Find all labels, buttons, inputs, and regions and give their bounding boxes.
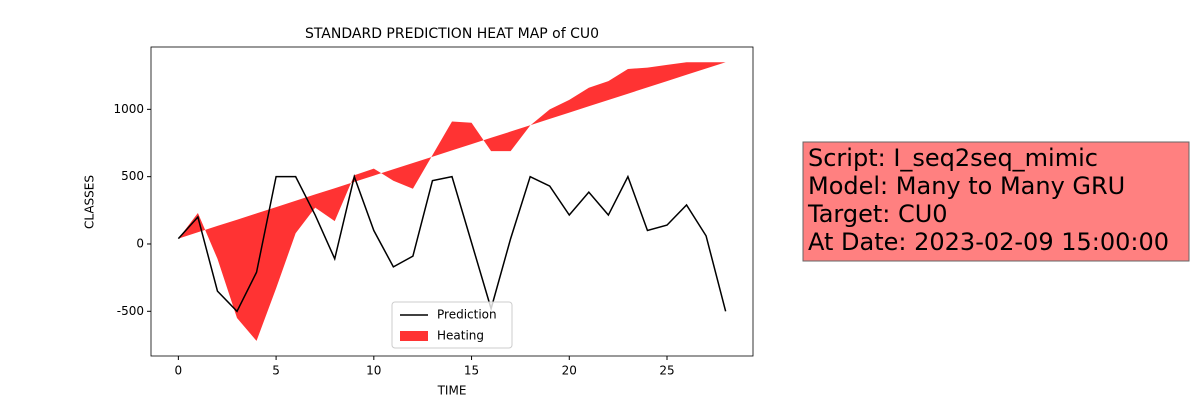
y-tick-label: 1000 bbox=[113, 102, 144, 116]
area bbox=[178, 62, 726, 341]
legend-swatch bbox=[400, 331, 428, 341]
chart-title: STANDARD PREDICTION HEAT MAP of CU0 bbox=[305, 26, 599, 42]
annotation-box bbox=[802, 141, 1190, 262]
plot-frame bbox=[150, 46, 754, 357]
x-tick-label: 20 bbox=[562, 364, 577, 378]
x-tick-label: 5 bbox=[272, 364, 280, 378]
x-tick-label: 10 bbox=[366, 364, 381, 378]
x-tick-label: 15 bbox=[464, 364, 479, 378]
y-tick-label: 0 bbox=[136, 236, 144, 250]
annotation-text: At Date: 2023-02-09 15:00:00 bbox=[808, 228, 1169, 256]
annotation-text: Script: I_seq2seq_mimic bbox=[808, 144, 1098, 172]
y-axis-label: CLASSES bbox=[83, 175, 97, 229]
annotation-text: Model: Many to Many GRU bbox=[808, 172, 1125, 200]
x-tick-label: 0 bbox=[175, 364, 183, 378]
legend-label: Prediction bbox=[437, 308, 497, 322]
line bbox=[177, 174, 727, 313]
y-tick-label: -500 bbox=[117, 304, 144, 318]
x-axis-label: TIME bbox=[437, 384, 467, 398]
annotation-text: Target: CU0 bbox=[807, 200, 948, 228]
legend-label: Heating bbox=[437, 329, 484, 343]
y-tick-label: 500 bbox=[121, 169, 144, 183]
x-tick-label: 25 bbox=[659, 364, 674, 378]
